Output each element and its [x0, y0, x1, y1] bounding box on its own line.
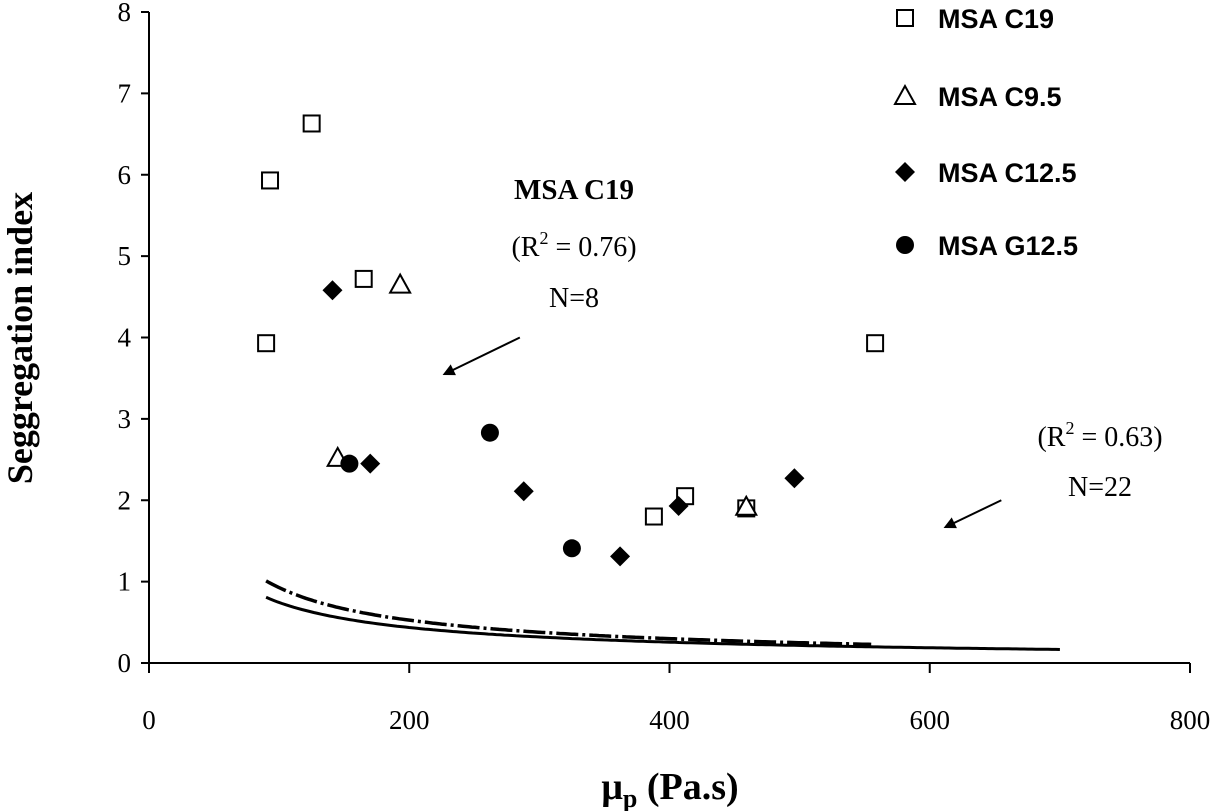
x-tick-label: 0	[142, 705, 156, 735]
y-tick-label: 7	[118, 78, 132, 108]
x-tick-label: 400	[649, 705, 690, 735]
legend-marker-msa-c19	[896, 9, 914, 27]
fit-all-curve	[265, 595, 1060, 651]
annotation-arrow	[943, 499, 1002, 529]
x-axis-title-main: μ	[601, 766, 623, 808]
data-point-msa-c12-5	[668, 495, 689, 516]
annotation-msa-c19-n: N=8	[549, 283, 599, 314]
y-tick-label: 2	[118, 485, 132, 515]
annotation-all-r2: (R2 = 0.63)	[1037, 418, 1162, 453]
y-axis-ticks: 0 1 2 3 4 5 6 7 8	[118, 0, 149, 678]
y-tick-label: 4	[118, 323, 132, 353]
data-point-msa-c19	[866, 334, 885, 353]
y-tick-label: 3	[118, 404, 132, 434]
fit-msa-c19-curve	[265, 579, 872, 647]
legend: MSA C19 MSA C9.5 MSA C12.5 MSA G12.5	[893, 4, 1078, 261]
data-point-msa-c12-5	[360, 453, 381, 474]
data-point-msa-c19	[257, 334, 276, 353]
legend-marker-msa-c9-5	[893, 83, 917, 105]
legend-label-msa-c9-5: MSA C9.5	[938, 82, 1062, 112]
y-axis-title: Seggregation index	[0, 192, 40, 484]
annotation-msa-c19-title: MSA C19	[514, 174, 634, 206]
legend-label-msa-c12-5: MSA C12.5	[938, 158, 1077, 188]
annotation-msa-c19-fit: MSA C19 (R2 = 0.76) N=8	[511, 174, 636, 314]
data-point-msa-c19	[261, 171, 280, 190]
data-point-msa-c19	[302, 114, 321, 133]
annotation-msa-c19-r2: (R2 = 0.76)	[511, 228, 636, 263]
data-point-msa-c12-5	[513, 481, 534, 502]
y-tick-label: 8	[118, 0, 132, 27]
x-tick-label: 200	[389, 705, 430, 735]
data-point-msa-c12-5	[322, 280, 343, 301]
data-points	[257, 114, 885, 567]
x-tick-label: 600	[910, 705, 951, 735]
annotation-all-fit: (R2 = 0.63) N=22	[1037, 418, 1162, 503]
y-tick-label: 0	[118, 648, 132, 678]
data-point-msa-c12-5	[610, 546, 631, 567]
data-point-msa-g12-5	[480, 423, 499, 442]
x-axis-title-sub: p	[623, 784, 637, 811]
legend-label-msa-c19: MSA C19	[938, 4, 1054, 34]
data-point-msa-c19	[644, 507, 663, 526]
x-axis-title-unit: (Pa.s)	[637, 766, 738, 808]
legend-label-msa-g12-5: MSA G12.5	[938, 231, 1078, 261]
legend-marker-msa-g12-5	[896, 236, 914, 254]
data-point-msa-c12-5	[784, 468, 805, 489]
annotation-arrow	[442, 336, 521, 376]
y-tick-label: 6	[118, 160, 132, 190]
x-tick-label: 800	[1170, 705, 1211, 735]
y-tick-label: 1	[118, 567, 132, 597]
y-tick-label: 5	[118, 241, 132, 271]
data-point-msa-c9-5	[388, 272, 412, 294]
legend-marker-msa-c12-5	[895, 162, 915, 182]
x-axis-ticks: 0 200 400 600 800	[142, 663, 1210, 735]
data-point-msa-g12-5	[340, 454, 359, 473]
annotation-all-n: N=22	[1068, 472, 1132, 503]
x-axis-title: μp (Pa.s)	[601, 766, 738, 811]
annotation-arrows	[442, 336, 1002, 529]
fit-curves	[265, 579, 1060, 651]
data-point-msa-g12-5	[562, 539, 581, 558]
data-point-msa-c19	[354, 269, 373, 288]
data-point-msa-c9-5	[734, 494, 758, 516]
